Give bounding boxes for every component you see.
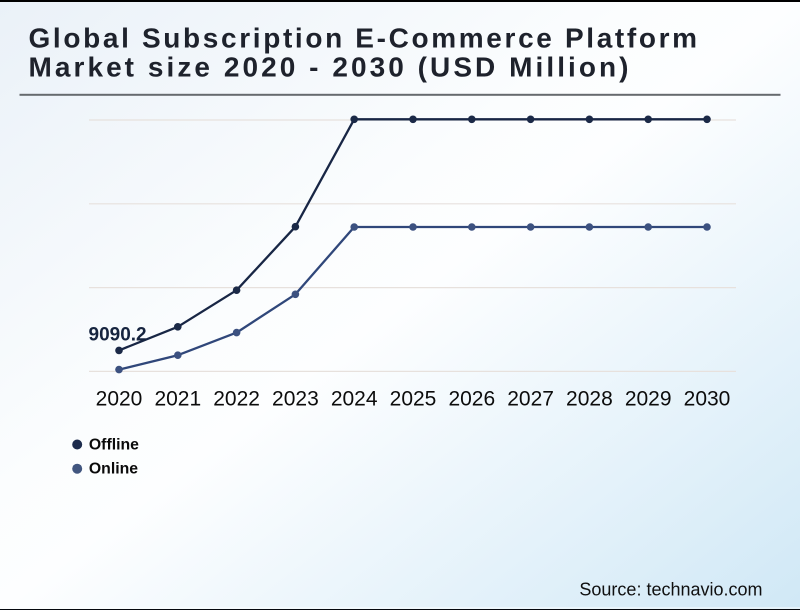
svg-text:Global Subscription E-Commerce: Global Subscription E-Commerce Platform (29, 23, 700, 54)
svg-text:Source: technavio.com: Source: technavio.com (579, 580, 762, 600)
svg-text:2023: 2023 (272, 388, 319, 411)
svg-text:Online: Online (89, 460, 138, 477)
svg-text:Market size 2020 - 2030 (USD M: Market size 2020 - 2030 (USD Million) (29, 52, 632, 83)
svg-text:2030: 2030 (684, 388, 731, 411)
svg-text:Offline: Offline (89, 437, 139, 454)
svg-text:2026: 2026 (448, 388, 495, 411)
svg-text:2020: 2020 (96, 388, 143, 411)
svg-text:2027: 2027 (507, 388, 554, 411)
svg-text:2028: 2028 (566, 388, 613, 411)
svg-text:2021: 2021 (154, 388, 201, 411)
svg-text:2029: 2029 (625, 388, 672, 411)
svg-text:2024: 2024 (331, 388, 378, 411)
svg-text:9090.2: 9090.2 (89, 324, 147, 345)
svg-text:2022: 2022 (213, 388, 260, 411)
svg-text:2025: 2025 (390, 388, 437, 411)
